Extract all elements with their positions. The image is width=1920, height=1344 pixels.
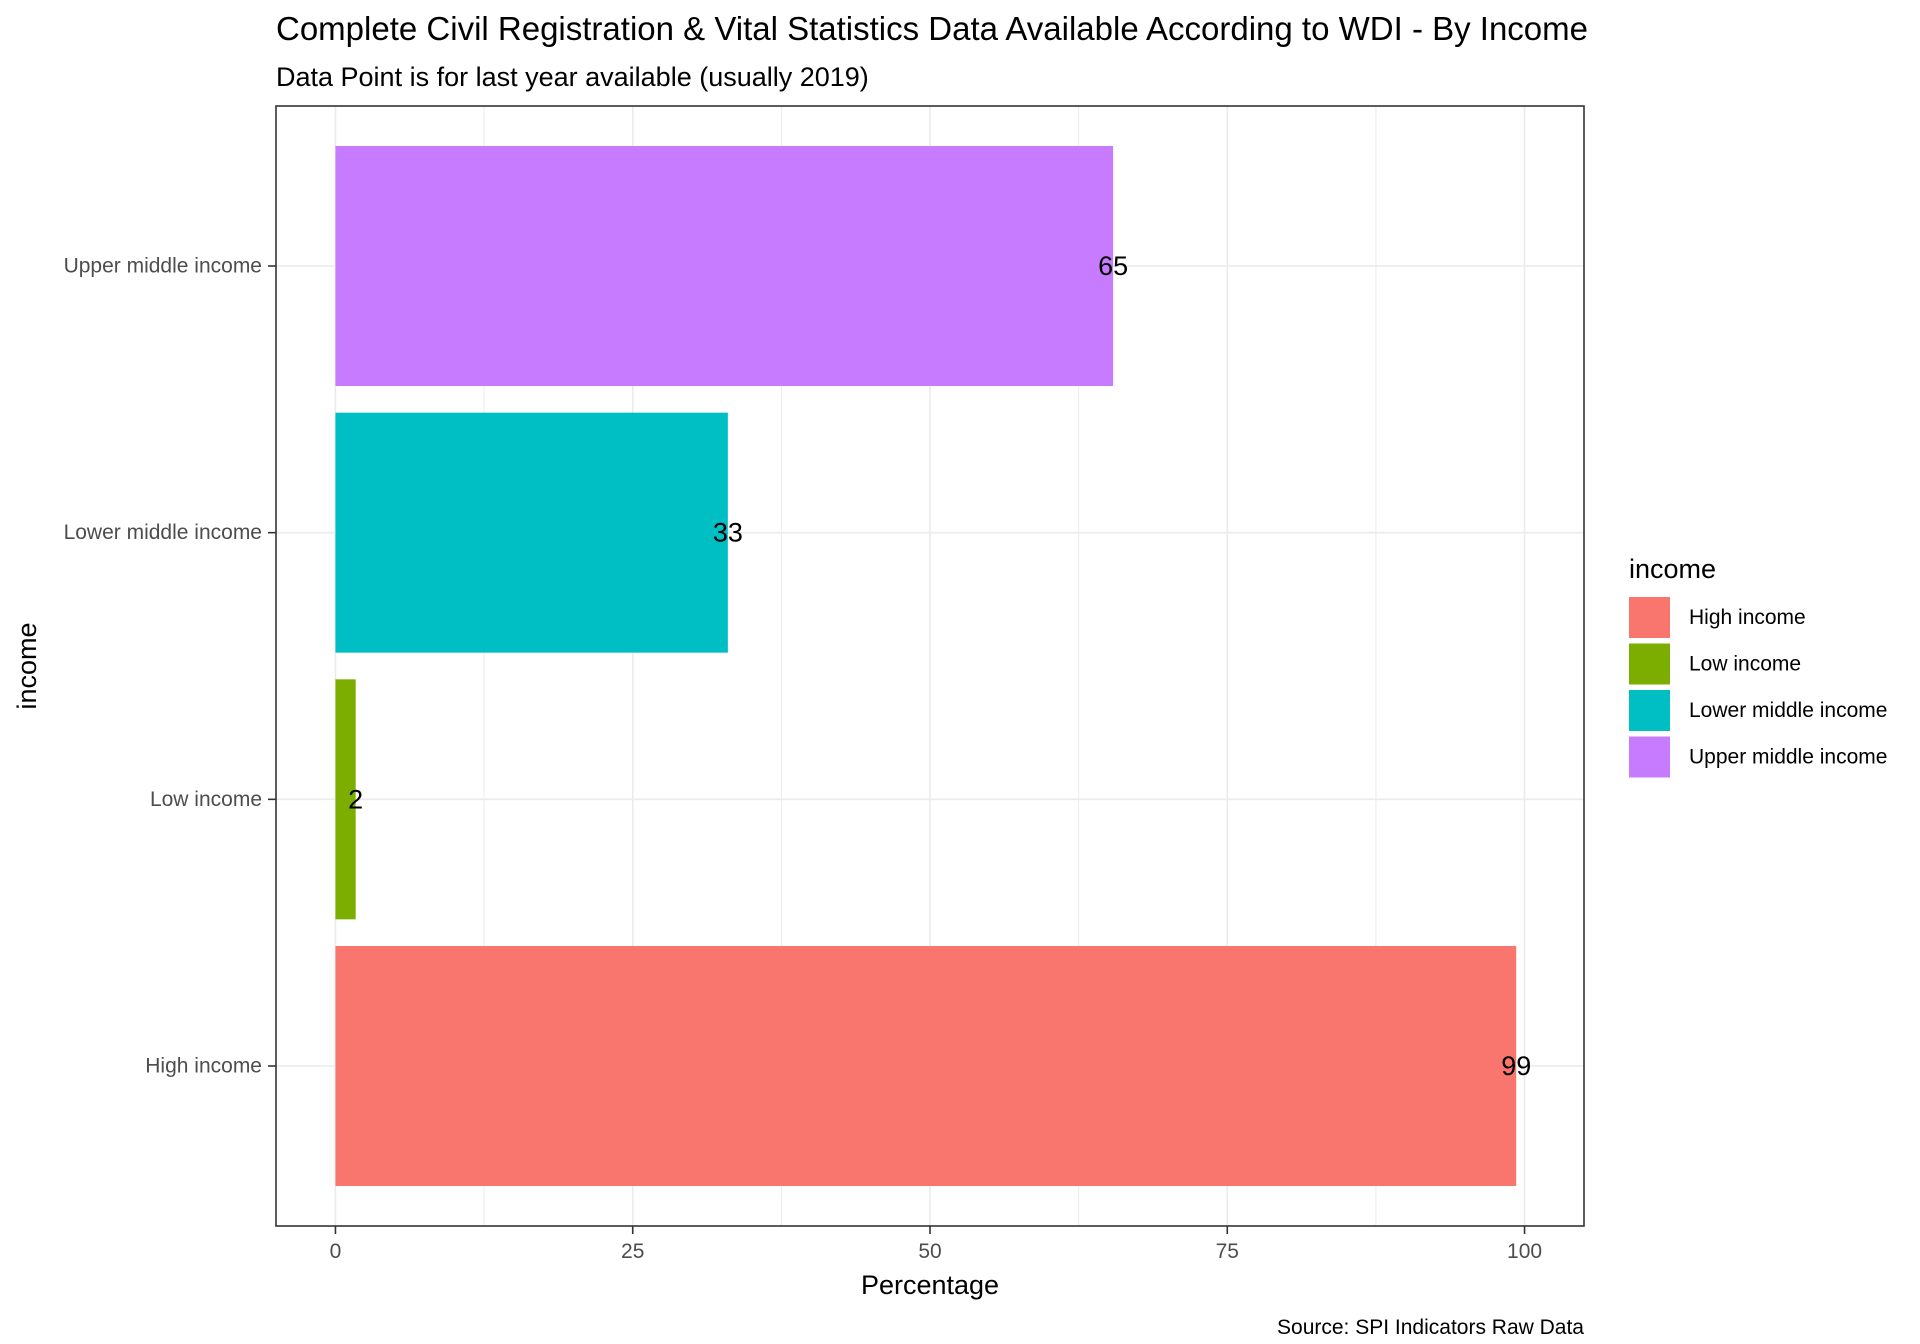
bar-lower-middle-income (335, 412, 728, 653)
legend-label-high-income: High income (1689, 606, 1806, 629)
x-tick-label: 25 (621, 1240, 644, 1263)
data-label-high-income: 99 (1501, 1051, 1531, 1081)
bars (335, 146, 1517, 1186)
bar-high-income (335, 946, 1517, 1186)
legend-label-lower-middle-income: Lower middle income (1689, 699, 1887, 722)
y-tick-label: High income (145, 1055, 262, 1078)
legend-key-low-income (1629, 643, 1670, 685)
y-axis-label: income (12, 622, 42, 709)
legend-title: income (1629, 554, 1716, 584)
legend-key-lower-middle-income (1629, 690, 1670, 731)
y-axis: High income Low income Lower middle income… (64, 255, 276, 1078)
chart-subtitle: Data Point is for last year available (u… (276, 62, 869, 92)
x-axis: 0 25 50 75 100 (330, 1226, 1542, 1263)
chart-title: Complete Civil Registration & Vital Stat… (276, 10, 1588, 47)
bar-upper-middle-income (335, 146, 1114, 386)
data-label-lower-middle-income: 33 (713, 518, 743, 548)
data-label-upper-middle-income: 65 (1098, 251, 1128, 281)
bar-labels: 99 2 33 65 (348, 251, 1531, 1081)
x-tick-label: 50 (918, 1240, 941, 1263)
y-tick-label: Lower middle income (64, 521, 262, 544)
x-tick-label: 100 (1507, 1240, 1542, 1263)
legend-key-upper-middle-income (1629, 736, 1670, 778)
legend-label-low-income: Low income (1689, 653, 1801, 676)
x-tick-label: 0 (330, 1240, 342, 1263)
legend-key-high-income (1629, 597, 1670, 638)
bar-low-income (335, 679, 356, 920)
data-label-low-income: 2 (348, 784, 363, 814)
x-axis-label: Percentage (861, 1270, 999, 1300)
x-tick-label: 75 (1216, 1240, 1239, 1263)
y-tick-label: Low income (150, 788, 262, 811)
chart-caption: Source: SPI Indicators Raw Data (1277, 1316, 1584, 1339)
legend: income High income Low income Lower middle… (1629, 554, 1887, 778)
legend-label-upper-middle-income: Upper middle income (1689, 746, 1887, 769)
y-tick-label: Upper middle income (64, 255, 262, 278)
